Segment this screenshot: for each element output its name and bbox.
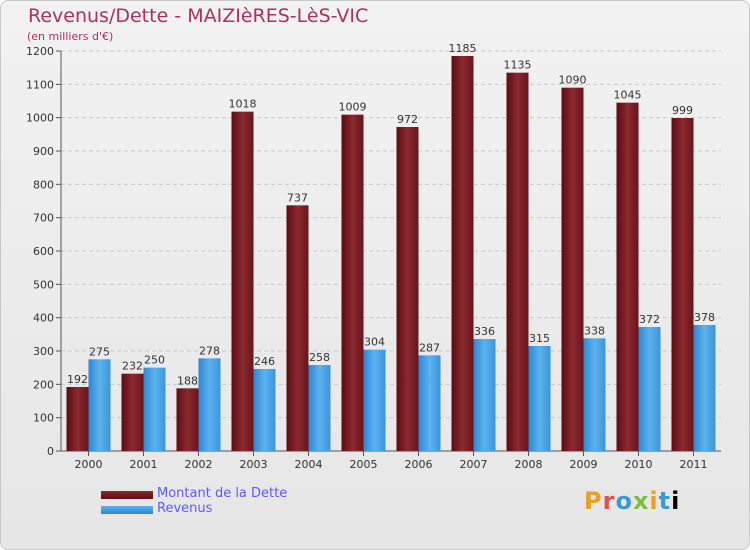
bar-dette [121, 373, 144, 451]
bar-dette [176, 388, 199, 451]
x-tick-label: 2005 [350, 458, 378, 471]
y-tick-label: 900 [33, 145, 54, 158]
data-label: 1018 [229, 98, 257, 111]
x-tick-label: 2011 [680, 458, 708, 471]
data-label: 1090 [559, 74, 587, 87]
data-label: 304 [364, 336, 385, 349]
x-tick-label: 2009 [570, 458, 598, 471]
bar-revenus [583, 338, 606, 451]
bar-dette [451, 56, 474, 451]
bar-revenus [693, 325, 716, 451]
bar-dette [616, 102, 639, 452]
y-tick-label: 500 [33, 278, 54, 291]
bar-revenus [88, 359, 111, 451]
data-label: 1009 [339, 101, 367, 114]
data-label: 378 [694, 311, 715, 324]
x-tick-label: 2000 [75, 458, 103, 471]
data-label: 232 [122, 360, 143, 373]
bar-revenus [308, 365, 331, 451]
bar-revenus [253, 369, 276, 451]
bar-dette [506, 72, 529, 452]
data-label: 275 [89, 345, 110, 358]
bar-revenus [198, 358, 221, 451]
data-label: 1135 [504, 59, 532, 72]
bar-dette [671, 118, 694, 451]
bar-dette [231, 111, 254, 452]
legend-label-revenus: Revenus [157, 501, 213, 516]
x-tick-label: 2006 [405, 458, 433, 471]
bar-revenus [528, 346, 551, 451]
x-tick-label: 2007 [460, 458, 488, 471]
bar-revenus [363, 349, 386, 451]
x-tick-label: 2002 [185, 458, 213, 471]
data-label: 972 [397, 113, 418, 126]
data-label: 372 [639, 313, 660, 326]
bar-revenus [638, 327, 661, 451]
y-tick-label: 600 [33, 245, 54, 258]
bar-dette [561, 87, 584, 452]
y-tick-label: 100 [33, 412, 54, 425]
data-label: 737 [287, 191, 308, 204]
bar-dette [66, 387, 89, 451]
y-tick-label: 1100 [26, 78, 54, 91]
data-label: 188 [177, 374, 198, 387]
data-label: 1185 [449, 42, 477, 55]
y-tick-label: 0 [47, 445, 54, 458]
data-label: 250 [144, 354, 165, 367]
brand-logo: Proxiti [584, 487, 681, 515]
bar-revenus [473, 339, 496, 451]
y-tick-label: 1000 [26, 112, 54, 125]
bar-dette [396, 127, 419, 451]
data-label: 315 [529, 332, 550, 345]
data-label: 287 [419, 341, 440, 354]
bar-dette [286, 205, 309, 451]
x-tick-label: 2008 [515, 458, 543, 471]
data-label: 258 [309, 351, 330, 364]
data-label: 336 [474, 325, 495, 338]
data-label: 1045 [614, 89, 642, 102]
legend-swatch-dette [101, 491, 153, 499]
x-tick-label: 2001 [130, 458, 158, 471]
y-tick-label: 200 [33, 378, 54, 391]
x-tick-label: 2004 [295, 458, 323, 471]
y-tick-label: 300 [33, 345, 54, 358]
data-label: 999 [672, 104, 693, 117]
bar-revenus [143, 367, 166, 451]
x-tick-label: 2010 [625, 458, 653, 471]
data-label: 192 [67, 373, 88, 386]
data-label: 278 [199, 344, 220, 357]
y-tick-label: 1200 [26, 45, 54, 58]
bar-dette [341, 114, 364, 452]
y-tick-label: 400 [33, 312, 54, 325]
y-tick-label: 800 [33, 178, 54, 191]
x-tick-label: 2003 [240, 458, 268, 471]
legend-label-dette: Montant de la Dette [157, 486, 288, 501]
chart-subtitle: (en milliers d'€) [27, 30, 114, 43]
bar-revenus [418, 355, 441, 451]
data-label: 338 [584, 324, 605, 337]
data-label: 246 [254, 355, 275, 368]
legend-swatch-revenus [101, 506, 153, 514]
y-tick-label: 700 [33, 212, 54, 225]
chart-title: Revenus/Dette - MAIZIèRES-LèS-VIC [28, 5, 369, 27]
